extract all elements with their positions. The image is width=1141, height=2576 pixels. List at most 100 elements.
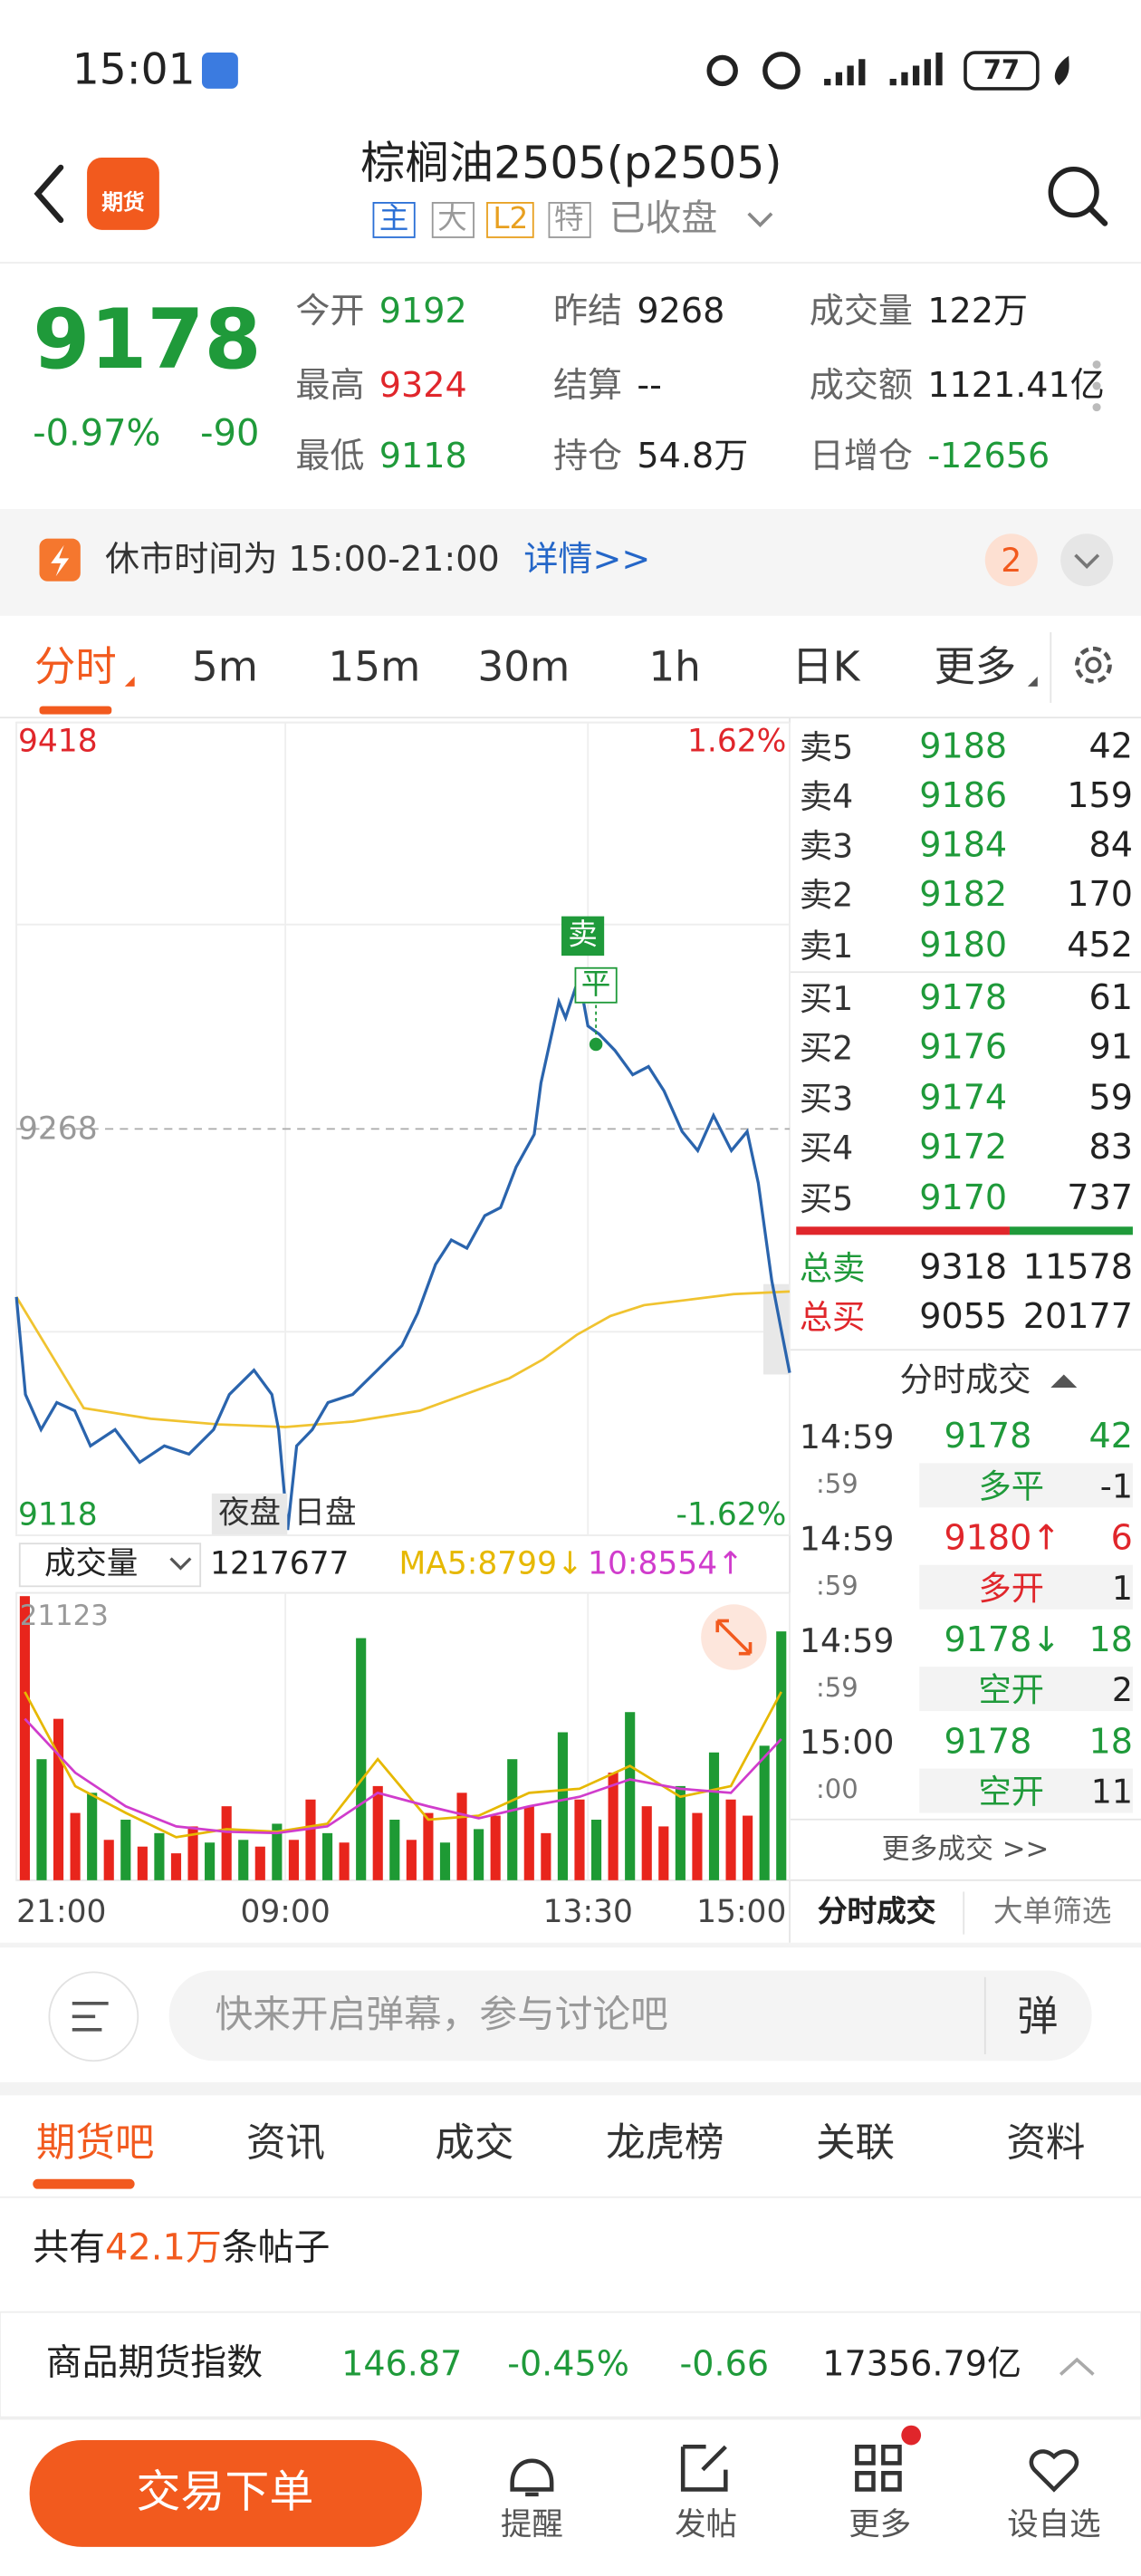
last-price: 9178 (33, 292, 262, 388)
trade-sec: :59 (816, 1671, 858, 1704)
tag: 大 (430, 201, 475, 238)
market-status[interactable]: 已收盘 (609, 198, 718, 240)
battery-level: 77 (983, 53, 1021, 86)
period-tab[interactable]: 15m (328, 642, 421, 691)
trade-change: 1 (1111, 1568, 1133, 1608)
book-volume: 452 (1067, 925, 1133, 966)
volume-frame (15, 1591, 791, 1881)
notice-band (0, 509, 1141, 616)
more-trades[interactable]: 更多成交 >> (881, 1833, 1050, 1867)
status-chevron[interactable] (747, 212, 773, 227)
volume-bar (120, 1820, 131, 1880)
book-label: 卖3 (799, 825, 854, 866)
comment-placeholder[interactable]: 快来开启弹幕，参与讨论吧 (215, 1994, 668, 2037)
trade-type-bg (919, 1463, 1133, 1508)
period-tab[interactable]: 分时 (34, 642, 117, 691)
book-label: 总买 (799, 1297, 866, 1337)
field-value: 122万 (927, 291, 1029, 332)
nav-item[interactable]: 提醒 (500, 2506, 563, 2543)
content-tab[interactable]: 期货吧 (35, 2119, 155, 2167)
post-count: 共有42.1万条帖子 (33, 2231, 330, 2268)
content-tab[interactable]: 龙虎榜 (605, 2119, 724, 2167)
index-price: 146.87 (341, 2343, 463, 2384)
notice-link[interactable]: 详情>> (523, 539, 651, 580)
red-dot (901, 2425, 922, 2446)
period-tab[interactable]: 1h (648, 642, 701, 691)
volume-bar (608, 1773, 618, 1880)
expand-chevron[interactable] (1059, 2357, 1095, 2376)
volume-bar (406, 1840, 417, 1880)
close-marker: 平 (574, 966, 618, 1004)
x-tick-label: 09:00 (240, 1894, 331, 1931)
post-icon[interactable] (680, 2445, 728, 2492)
volume-bar (321, 1832, 333, 1880)
collapse-button[interactable] (1060, 533, 1114, 587)
period-tab[interactable]: 日K (791, 642, 860, 691)
back-button[interactable] (34, 164, 64, 224)
volume-bar (272, 1823, 283, 1880)
content-tab[interactable]: 资讯 (245, 2119, 325, 2167)
settings-button[interactable] (1075, 646, 1112, 684)
ma-line (24, 1691, 782, 1839)
trade-price: 9178 (944, 1416, 1032, 1456)
field-value: -12656 (927, 436, 1050, 476)
book-volume: 11578 (1022, 1246, 1133, 1287)
volume-bar (743, 1815, 753, 1880)
volume-bar (70, 1812, 81, 1880)
index-amount: 17356.79亿 (822, 2343, 1022, 2384)
badge[interactable] (984, 533, 1038, 587)
tab-corner (124, 676, 135, 687)
trade-type: 空开 (978, 1772, 1045, 1812)
field-value: 1121.41亿 (927, 365, 1105, 405)
volume-bar (389, 1820, 400, 1880)
content-tab[interactable]: 资料 (1006, 2119, 1086, 2167)
favorite-icon[interactable] (1029, 2449, 1079, 2493)
volume-bar (187, 1826, 198, 1880)
trade-tab[interactable]: 分时成交 (817, 1895, 936, 1930)
danmaku-button[interactable]: 弹 (1017, 1993, 1059, 2041)
trade-button[interactable] (29, 2440, 422, 2547)
book-price: 9184 (919, 825, 1008, 865)
nav-item[interactable]: 设自选 (1007, 2506, 1101, 2543)
volume-bar (339, 1842, 350, 1880)
volume-bar (456, 1793, 467, 1880)
search-button[interactable] (1048, 167, 1099, 218)
trade-tab[interactable]: 大单筛选 (992, 1895, 1112, 1930)
trade-type-bg (919, 1564, 1133, 1610)
period-tab[interactable]: 30m (477, 642, 570, 691)
book-label: 卖5 (799, 727, 854, 767)
comment-input[interactable] (168, 1970, 1092, 2062)
volume-bar (154, 1832, 165, 1880)
collapse-arrow[interactable] (1050, 1374, 1078, 1388)
trade-price: 9178↓ (944, 1620, 1061, 1659)
volume-bar (641, 1806, 652, 1880)
volume-bar (574, 1799, 585, 1880)
signal-icon (824, 59, 866, 86)
volume-dropdown[interactable] (18, 1543, 202, 1588)
tag: 特 (547, 201, 590, 238)
book-label: 卖1 (799, 926, 854, 966)
search-handle (1087, 206, 1108, 226)
volume-bar (708, 1752, 720, 1880)
content-tab[interactable]: 成交 (435, 2119, 514, 2167)
book-label: 卖4 (799, 776, 854, 817)
field-value: 9268 (637, 291, 725, 332)
volume-bar (103, 1840, 114, 1880)
dot (1092, 403, 1101, 412)
nav-item[interactable]: 更多 (849, 2506, 912, 2543)
quote-field: 日增仓 -12656 (810, 436, 1050, 476)
book-label: 买1 (799, 978, 854, 1019)
more-icon[interactable] (855, 2445, 902, 2492)
period-tab[interactable]: 5m (191, 642, 258, 691)
content-tab[interactable]: 关联 (816, 2119, 896, 2167)
trade-label[interactable]: 交易下单 (136, 2466, 314, 2519)
y-tick-label: 9418 (17, 723, 98, 760)
trade-sec: :00 (816, 1773, 858, 1805)
field-label: 今开 (295, 291, 365, 332)
volume-label[interactable]: 成交量 (43, 1545, 139, 1582)
period-tab[interactable]: 更多 (934, 642, 1017, 691)
book-price: 9174 (919, 1078, 1008, 1118)
nav-item[interactable]: 发帖 (675, 2506, 738, 2543)
bell-icon[interactable] (510, 2458, 554, 2497)
field-value: 9324 (379, 365, 467, 405)
